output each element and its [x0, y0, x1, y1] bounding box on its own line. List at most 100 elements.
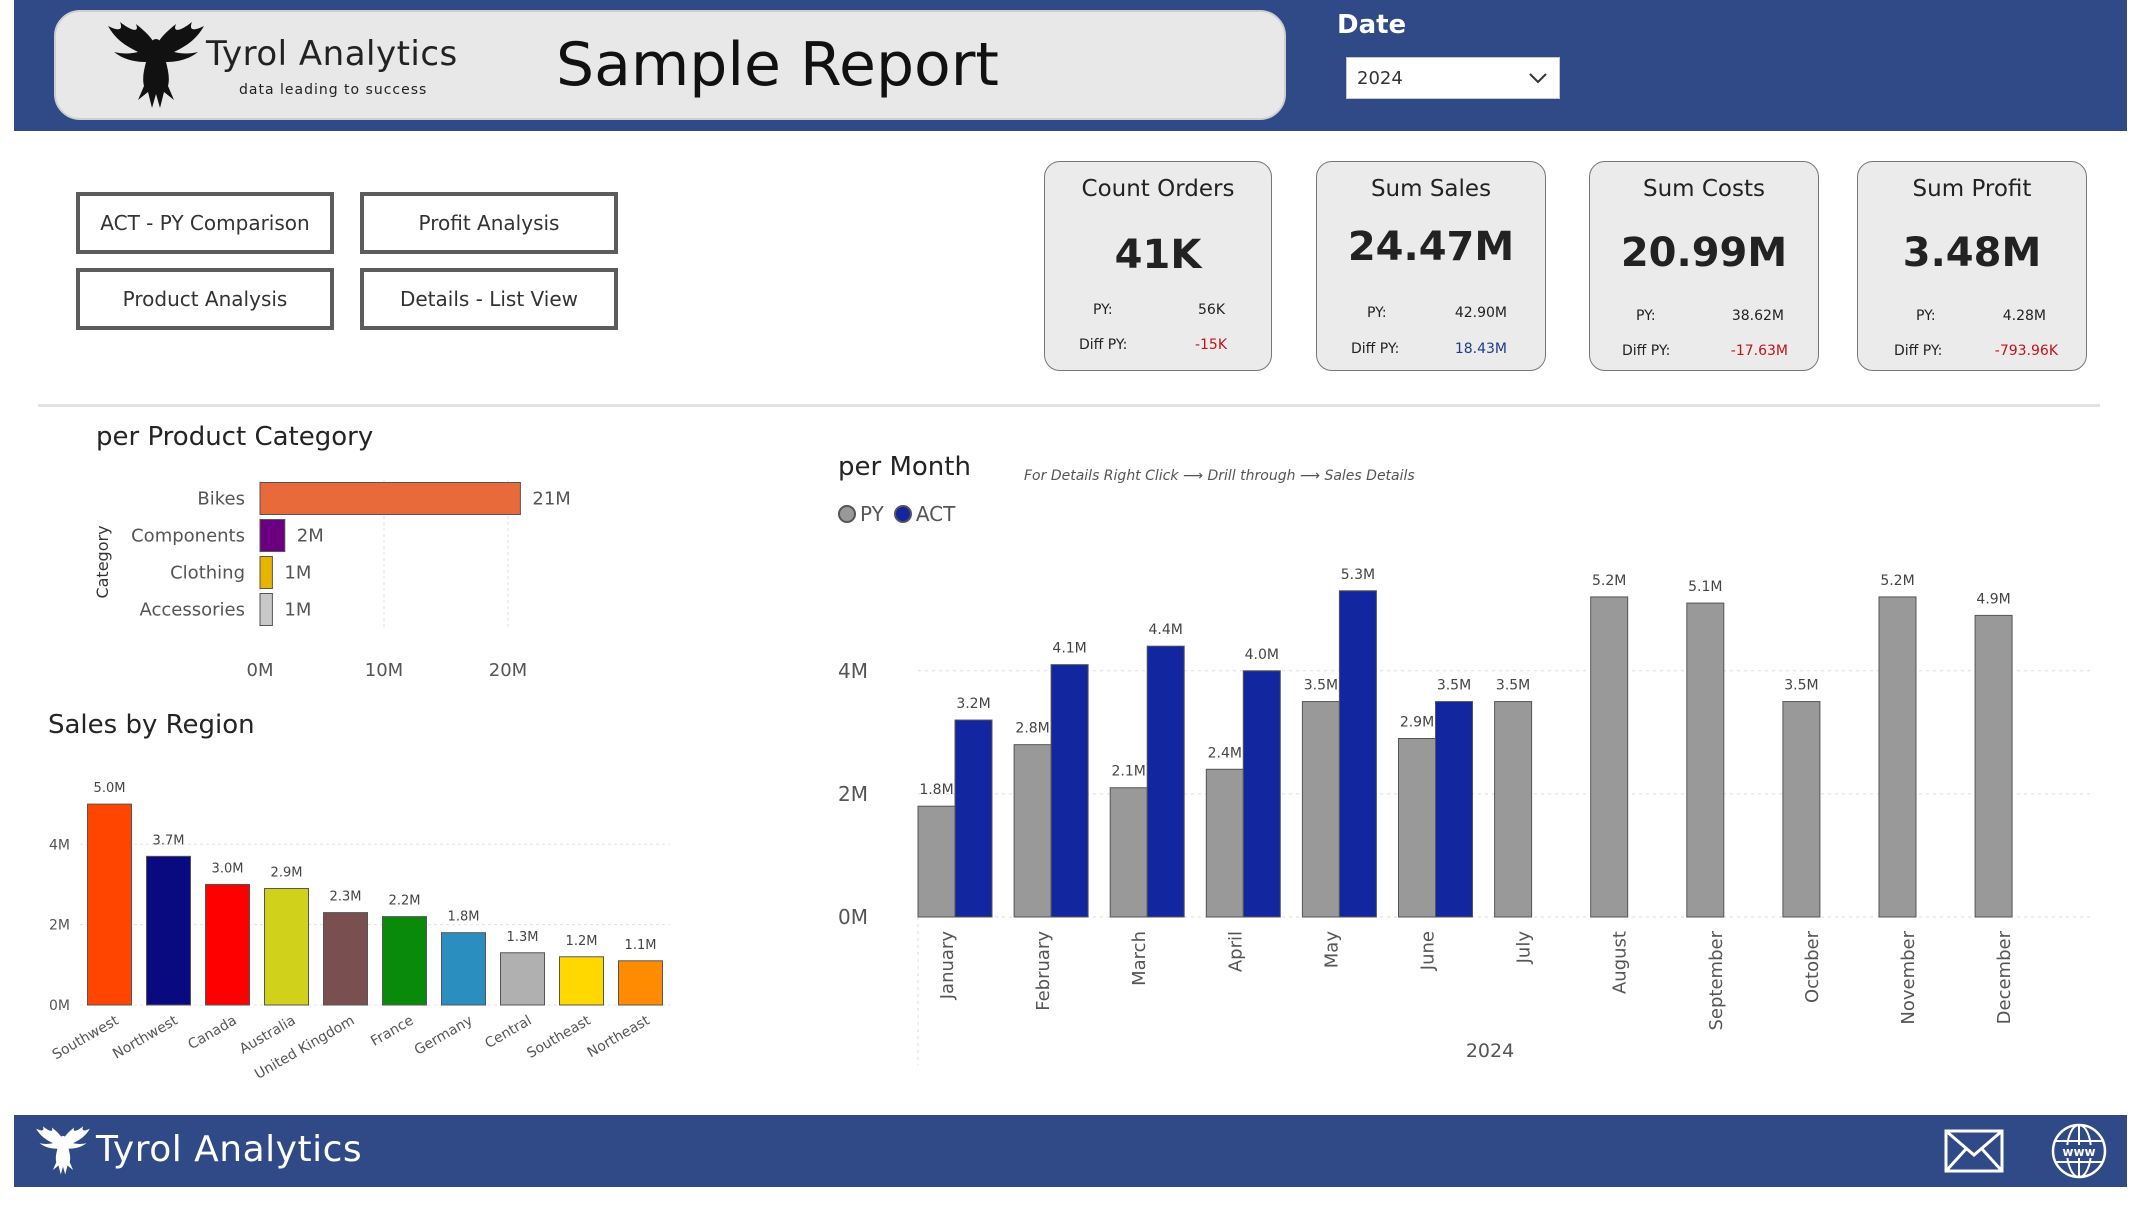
y-tick-label: 2M: [838, 782, 868, 806]
kpi-py-label: PY:: [1367, 305, 1387, 321]
kpi-diff-label: Diff PY:: [1079, 337, 1128, 353]
product-analysis-button[interactable]: Product Analysis: [76, 268, 334, 330]
month-chart-title: per Month: [838, 452, 971, 482]
bar-data-label: 1.8M: [448, 910, 480, 925]
month-bar-py: [917, 805, 956, 918]
month-tick-label: August: [1610, 931, 1631, 994]
kpi-diff-value: -15K: [1194, 337, 1227, 353]
region-bar: [559, 956, 604, 1006]
brand-tagline: data leading to success: [239, 82, 428, 98]
month-bar-py: [1686, 602, 1725, 918]
kpi-value: 41K: [1114, 232, 1202, 278]
region-tick-label: United Kingdom: [252, 1013, 357, 1083]
bar-data-label: 1.2M: [566, 934, 598, 949]
kpi-title: Sum Profit: [1912, 176, 2032, 202]
month-tick-label: April: [1225, 931, 1246, 972]
kpi-diff-value: 18.43M: [1454, 341, 1507, 357]
bar-data-label: 1.8M: [919, 782, 953, 798]
bar-data-label: 4.1M: [1052, 641, 1086, 657]
category-label: Bikes: [197, 489, 245, 510]
y-tick-label: 0M: [49, 998, 70, 1014]
date-dropdown[interactable]: 2024: [1346, 57, 1560, 99]
kpi-card-sum-costs: Sum Costs 20.99M PY: 38.62M Diff PY: -17…: [1589, 161, 1819, 371]
month-bar-py: [1013, 744, 1052, 918]
date-filter-label: Date: [1337, 10, 1407, 40]
bar-data-label: 2.3M: [330, 890, 362, 905]
region-tick-label: Canada: [185, 1013, 239, 1053]
bar-data-label: 2M: [297, 526, 324, 547]
x-tick-label: 20M: [489, 660, 527, 681]
month-chart-legend: PY ACT: [838, 502, 955, 526]
profit-analysis-button[interactable]: Profit Analysis: [360, 192, 618, 254]
region-tick-label: France: [368, 1013, 416, 1050]
x-tick-label: 10M: [365, 660, 403, 681]
region-bar: [500, 952, 545, 1006]
kpi-diff-value: -793.96K: [1994, 343, 2058, 359]
kpi-py-value: 42.90M: [1454, 305, 1507, 321]
month-bar-act: [1338, 590, 1377, 918]
legend-marker-py[interactable]: [838, 505, 856, 523]
month-tick-label: December: [1994, 930, 2015, 1024]
sales-by-region-chart: 0M 2M 4M 5.0M Southwest 3.7M Northwest 3.0M Cana…: [49, 781, 670, 1083]
bar-data-label: 3.7M: [153, 833, 185, 848]
region-bar: [382, 916, 427, 1006]
month-bar-act: [1242, 670, 1281, 918]
month-bar-act: [954, 719, 993, 918]
kpi-card-sum-profit: Sum Profit 3.48M PY: 4.28M Diff PY: -793…: [1857, 161, 2087, 371]
category-label: Components: [131, 526, 245, 547]
bar-data-label: 5.1M: [1688, 579, 1722, 595]
bar-data-label: 4.9M: [1976, 591, 2010, 607]
footer-banner: Tyrol Analytics www: [14, 1115, 2127, 1187]
kpi-py-value: 56K: [1198, 302, 1225, 318]
month-bar-py: [1109, 787, 1148, 918]
kpi-card-count-orders: Count Orders 41K PY: 56K Diff PY: -15K: [1044, 161, 1272, 371]
hint-middle: Drill through: [1207, 468, 1296, 484]
details-list-view-button[interactable]: Details - List View: [360, 268, 618, 330]
drill-through-hint: For Details Right Click ⟶ Drill through …: [1024, 468, 1415, 484]
region-bar: [205, 883, 250, 1006]
brand-name: Tyrol Analytics: [206, 34, 458, 74]
x-axis-label: 2024: [1466, 1040, 1514, 1062]
y-tick-label: 0M: [838, 905, 868, 929]
svg-text:www: www: [2062, 1145, 2095, 1159]
kpi-title: Sum Costs: [1642, 176, 1765, 202]
y-tick-label: 4M: [838, 659, 868, 683]
region-chart-title: Sales by Region: [48, 710, 255, 740]
month-bar-act: [1435, 701, 1473, 918]
month-tick-label: May: [1321, 931, 1342, 969]
kpi-value: 20.99M: [1620, 230, 1788, 276]
section-divider: [38, 404, 2100, 407]
mail-icon[interactable]: [1944, 1129, 2004, 1173]
region-bar: [323, 912, 368, 1006]
date-dropdown-value: 2024: [1357, 68, 1403, 89]
act-py-comparison-button[interactable]: ACT - PY Comparison: [76, 192, 334, 254]
arrow-right-icon: ⟶: [1299, 468, 1320, 484]
legend-label-act[interactable]: ACT: [915, 502, 956, 526]
category-bar: [259, 482, 521, 515]
hint-prefix: For Details Right Click: [1024, 468, 1179, 484]
bar-data-label: 3.0M: [212, 861, 244, 876]
hint-suffix: Sales Details: [1324, 468, 1415, 484]
region-tick-label: Southwest: [50, 1012, 122, 1063]
kpi-diff-value: -17.63M: [1730, 343, 1788, 359]
eagle-icon: [108, 22, 204, 108]
bar-data-label: 2.9M: [271, 865, 303, 880]
bar-data-label: 3.2M: [956, 696, 990, 712]
bar-data-label: 5.0M: [94, 781, 126, 796]
y-tick-label: 2M: [49, 918, 70, 934]
month-tick-label: October: [1802, 930, 1823, 1003]
kpi-py-label: PY:: [1636, 308, 1656, 324]
header-card: Tyrol Analytics data leading to success …: [54, 10, 1286, 120]
month-tick-label: November: [1898, 930, 1919, 1024]
month-bar-py: [1782, 701, 1821, 918]
kpi-card-sum-sales: Sum Sales 24.47M PY: 42.90M Diff PY: 18.…: [1316, 161, 1546, 371]
footer-brand-name: Tyrol Analytics: [96, 1129, 363, 1170]
globe-www-icon[interactable]: www: [2050, 1122, 2108, 1180]
month-bar-py: [1301, 701, 1340, 918]
y-tick-label: 4M: [49, 837, 70, 853]
report-title: Sample Report: [556, 30, 999, 100]
legend-label-py[interactable]: PY: [860, 502, 884, 526]
bar-data-label: 1M: [284, 563, 311, 584]
region-bar: [618, 960, 663, 1006]
legend-marker-act[interactable]: [893, 505, 912, 523]
